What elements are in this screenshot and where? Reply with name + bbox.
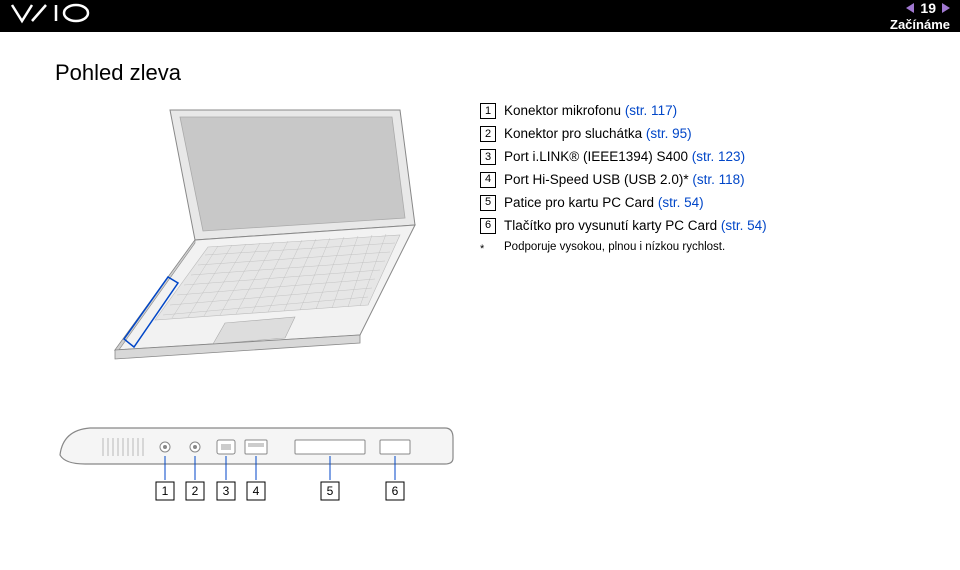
- page-ref-link[interactable]: (str. 123): [692, 149, 745, 164]
- callout-list: 1 Konektor mikrofonu (str. 117) 2 Konekt…: [480, 100, 767, 258]
- page-title: Pohled zleva: [55, 60, 181, 86]
- callout-item: 6 Tlačítko pro vysunutí karty PC Card (s…: [480, 215, 767, 238]
- side-label: 2: [192, 484, 199, 498]
- page-label: 19 Začínáme: [890, 0, 950, 32]
- footnote-mark: *: [480, 240, 496, 259]
- callout-item: 1 Konektor mikrofonu (str. 117): [480, 100, 767, 123]
- page-ref-link[interactable]: (str. 117): [625, 103, 677, 118]
- callout-text: Konektor mikrofonu: [504, 103, 625, 118]
- callout-item: 3 Port i.LINK® (IEEE1394) S400 (str. 123…: [480, 146, 767, 169]
- vaio-logo: [10, 2, 120, 30]
- callout-number: 6: [480, 218, 496, 234]
- callout-item: 2 Konektor pro sluchátka (str. 95): [480, 123, 767, 146]
- callout-number: 3: [480, 149, 496, 165]
- side-label: 3: [223, 484, 230, 498]
- footnote-text: Podporuje vysokou, plnou i nízkou rychlo…: [504, 238, 725, 258]
- section-name: Začínáme: [890, 17, 950, 33]
- topbar: 19 Začínáme: [0, 0, 960, 32]
- callout-item: 4 Port Hi-Speed USB (USB 2.0)* (str. 118…: [480, 169, 767, 192]
- side-label: 6: [392, 484, 399, 498]
- page-ref-link[interactable]: (str. 54): [721, 218, 767, 233]
- next-page-icon[interactable]: [942, 3, 950, 13]
- prev-page-icon[interactable]: [906, 3, 914, 13]
- page-ref-link[interactable]: (str. 118): [692, 172, 744, 187]
- footnote: * Podporuje vysokou, plnou i nízkou rych…: [480, 238, 767, 259]
- side-label: 4: [253, 484, 260, 498]
- laptop-illustration: [100, 105, 430, 365]
- side-label: 5: [327, 484, 334, 498]
- callout-number: 1: [480, 103, 496, 119]
- callout-text: Tlačítko pro vysunutí karty PC Card: [504, 218, 721, 233]
- callout-text: Port i.LINK® (IEEE1394) S400: [504, 149, 692, 164]
- callout-number: 2: [480, 126, 496, 142]
- callout-item: 5 Patice pro kartu PC Card (str. 54): [480, 192, 767, 215]
- callout-text: Konektor pro sluchátka: [504, 126, 646, 141]
- side-label: 1: [162, 484, 169, 498]
- callout-number: 5: [480, 195, 496, 211]
- page-ref-link[interactable]: (str. 54): [658, 195, 704, 210]
- page-number: 19: [920, 0, 936, 17]
- callout-text: Patice pro kartu PC Card: [504, 195, 658, 210]
- callout-text: Port Hi-Speed USB (USB 2.0)*: [504, 172, 692, 187]
- side-view-illustration: 1 2 3 4 5 6: [55, 400, 455, 510]
- callout-number: 4: [480, 172, 496, 188]
- page-ref-link[interactable]: (str. 95): [646, 126, 692, 141]
